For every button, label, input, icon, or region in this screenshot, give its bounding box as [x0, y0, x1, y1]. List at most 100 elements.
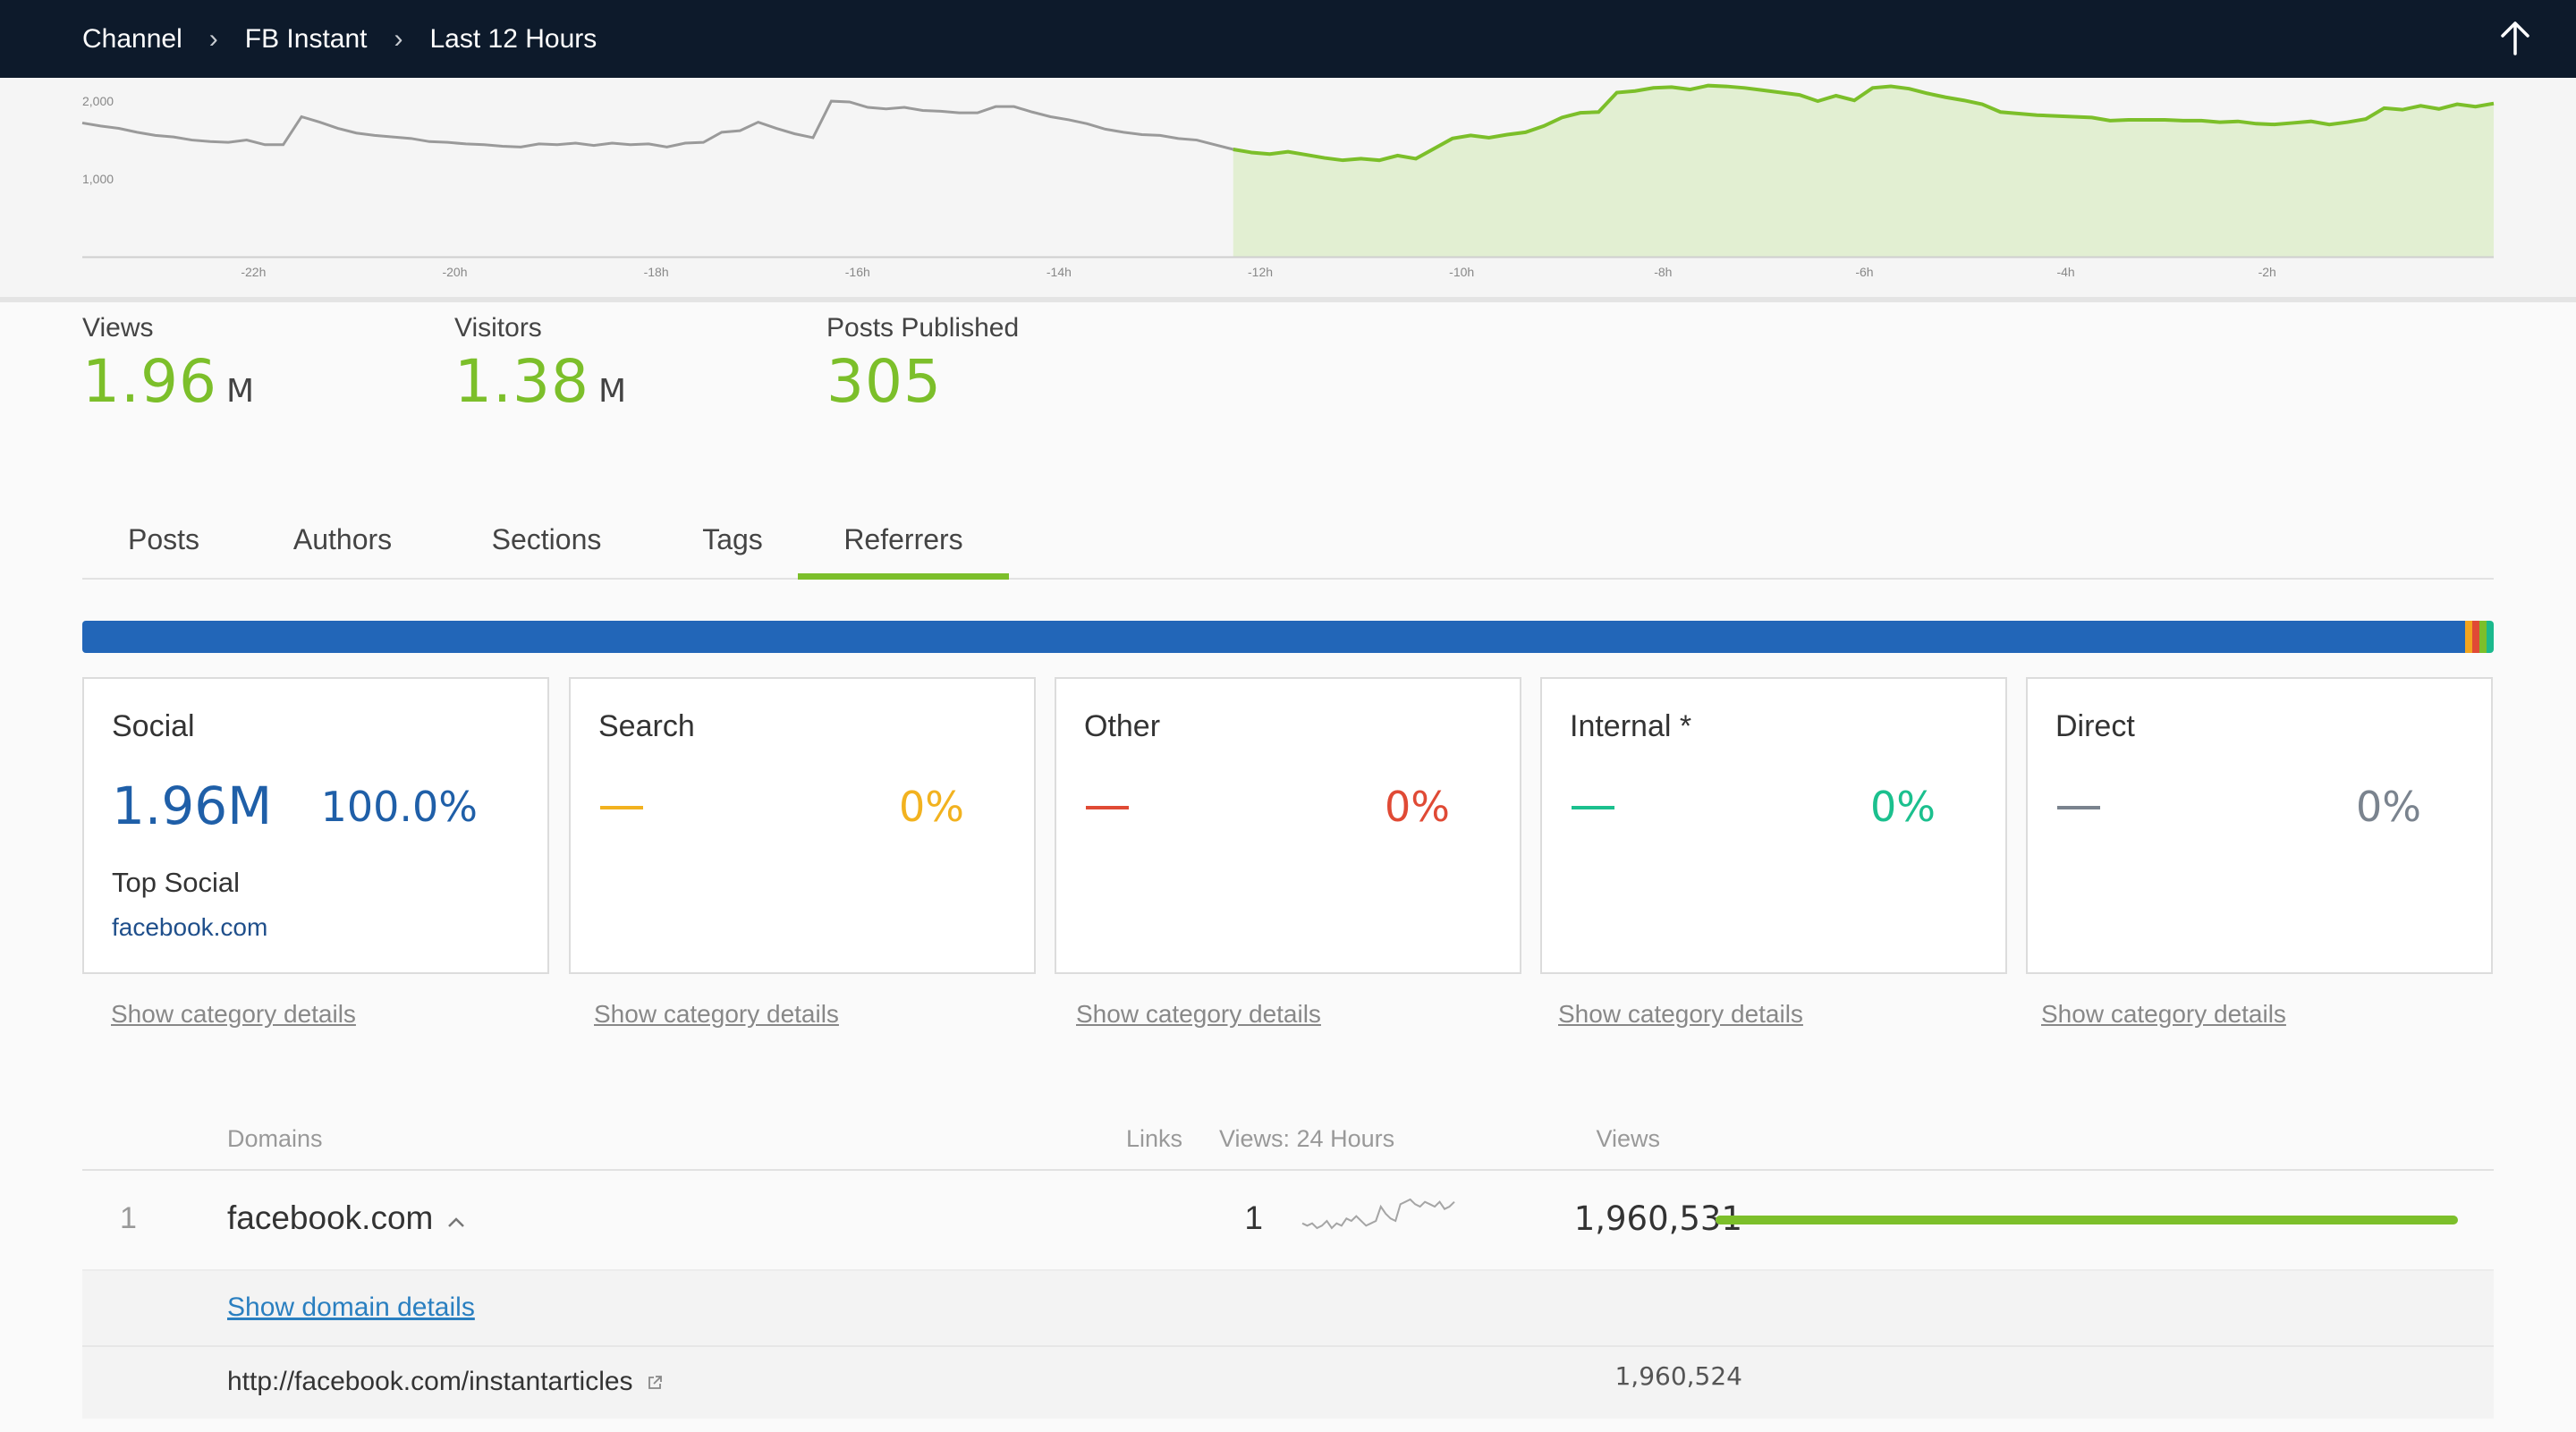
earlier-series-line [81, 99, 1234, 151]
tab-posts[interactable]: Posts [127, 522, 200, 555]
y-tick-label: 2,000 [82, 94, 114, 108]
metric-label: Views [82, 313, 154, 343]
x-tick-label: -8h [1654, 265, 1672, 279]
x-tick-label: -22h [241, 265, 266, 279]
chevron-right-icon: › [208, 23, 218, 54]
row-links: 1 [1244, 1199, 1263, 1236]
x-tick-label: -6h [1855, 265, 1873, 279]
arrow-up-icon[interactable] [2496, 18, 2535, 57]
show-domain-details-link[interactable]: Show domain details [227, 1292, 475, 1322]
column-header-links[interactable]: Links [1125, 1125, 1182, 1152]
dash-icon [1572, 806, 1614, 809]
show-category-details-internal[interactable]: Show category details [1558, 1000, 1803, 1028]
x-tick-label: -10h [1449, 265, 1474, 279]
x-tick-label: -18h [644, 265, 669, 279]
category-card-direct[interactable]: Direct 0% [2026, 677, 2493, 974]
row-share-bar [1716, 1216, 2458, 1224]
breadcrumb: Channel › FB Instant › Last 12 Hours [82, 0, 597, 78]
top-bar: Channel › FB Instant › Last 12 Hours [0, 0, 2576, 78]
metric-visitors: Visitors 1.38 M [454, 313, 627, 416]
tab-tags[interactable]: Tags [702, 522, 763, 555]
x-tick-label: -4h [2056, 265, 2074, 279]
card-title: Other [1084, 709, 1161, 743]
tab-authors[interactable]: Authors [292, 522, 393, 555]
referrer-share-bar [82, 621, 2494, 653]
show-category-details-search[interactable]: Show category details [594, 1000, 839, 1028]
show-category-details-social[interactable]: Show category details [111, 1000, 356, 1028]
x-tick-label: -12h [1248, 265, 1273, 279]
breadcrumb-fb-instant[interactable]: FB Instant [244, 23, 368, 54]
top-social-link[interactable]: facebook.com [112, 913, 268, 941]
tab-sections[interactable]: Sections [491, 522, 602, 555]
dash-icon [1086, 806, 1129, 809]
breadcrumb-channel[interactable]: Channel [82, 23, 182, 54]
overview-chart[interactable]: 2,000 1,000 -22h -20h -18h -16h -14h -12h -10h -8… [0, 78, 2576, 302]
card-percent: 0% [1870, 783, 1936, 831]
category-card-other[interactable]: Other 0% [1055, 677, 1521, 974]
referrer-share-segment[interactable] [2464, 621, 2472, 653]
table-divider [82, 1345, 2494, 1347]
x-tick-label: -2h [2258, 265, 2276, 279]
row-sparkline [1301, 1198, 1455, 1230]
category-card-internal[interactable]: Internal * 0% [1540, 677, 2007, 974]
x-tick-label: -14h [1046, 265, 1072, 279]
url-link[interactable]: http://facebook.com/instantarticles [227, 1367, 633, 1396]
metric-views: Views 1.96 M [82, 313, 255, 416]
metric-value-wrap: 1.96 M [82, 347, 255, 416]
dash-icon [2057, 806, 2100, 809]
metric-value-wrap: 305 [826, 347, 1019, 416]
metric-label: Visitors [454, 313, 542, 343]
table-divider [82, 1269, 2494, 1271]
x-tick-label: -20h [442, 265, 467, 279]
chevron-up-icon[interactable] [446, 1216, 466, 1229]
referrer-share-segment[interactable] [82, 621, 2465, 653]
domain-details-row: Show domain details [82, 1271, 2494, 1345]
url-views: 1,960,524 [1614, 1361, 1742, 1391]
chevron-right-icon: › [394, 23, 403, 54]
metric-value: 1.38 [454, 347, 589, 416]
metric-value-wrap: 1.38 M [454, 347, 627, 416]
metric-value: 305 [826, 347, 942, 416]
metric-label: Posts Published [826, 313, 1020, 343]
row-rank: 1 [120, 1201, 137, 1235]
dash-icon [600, 806, 643, 809]
x-tick-label: -16h [845, 265, 870, 279]
card-percent: 0% [1385, 783, 1450, 831]
tab-referrers[interactable]: Referrers [798, 501, 1009, 580]
table-row[interactable]: 1 facebook.com 1 1,960,531 [82, 1171, 2494, 1269]
metric-unit: M [225, 373, 256, 410]
card-title: Internal * [1570, 709, 1692, 743]
show-category-details-direct[interactable]: Show category details [2041, 1000, 2286, 1028]
card-title: Search [598, 709, 695, 743]
overview-chart-svg: 2,000 1,000 -22h -20h -18h -16h -14h -12h -10h -8… [81, 83, 2495, 279]
row-share-track [1716, 1216, 2458, 1224]
section-tabs: Posts Authors Sections Tags Referrers [82, 501, 2494, 580]
card-value: 1.96M [112, 775, 273, 836]
column-header-domains[interactable]: Domains [227, 1125, 323, 1152]
breadcrumb-time-range[interactable]: Last 12 Hours [429, 23, 597, 54]
card-percent: 100.0% [320, 783, 478, 831]
show-category-details-other[interactable]: Show category details [1076, 1000, 1321, 1028]
card-percent: 0% [899, 783, 964, 831]
row-domain[interactable]: facebook.com [227, 1199, 434, 1236]
sparkline-path [1301, 1198, 1455, 1230]
category-card-search[interactable]: Search 0% [569, 677, 1036, 974]
referrer-share-segment[interactable] [2479, 621, 2487, 653]
table-divider [82, 1169, 2494, 1171]
url-link-wrap[interactable]: http://facebook.com/instantarticles [227, 1367, 664, 1397]
recent-series-line [1233, 83, 2495, 163]
category-card-social[interactable]: Social 1.96M 100.0% Top Social facebook.… [82, 677, 549, 974]
column-header-views-24h[interactable]: Views: 24 Hours [1219, 1125, 1395, 1152]
row-views: 1,960,531 [1573, 1199, 1742, 1238]
column-header-views[interactable]: Views [1596, 1125, 1660, 1152]
recent-area-fill [1233, 85, 2494, 257]
metric-value: 1.96 [82, 347, 217, 416]
url-row[interactable]: http://facebook.com/instantarticles 1,96… [82, 1347, 2494, 1419]
metric-unit: M [597, 373, 628, 410]
referrer-share-segment[interactable] [2486, 621, 2494, 653]
card-top-label: Top Social [112, 867, 241, 898]
card-title: Social [112, 709, 195, 743]
row-domain-wrap[interactable]: facebook.com [227, 1199, 466, 1237]
referrer-share-segment[interactable] [2471, 621, 2479, 653]
external-link-icon[interactable] [646, 1374, 664, 1392]
